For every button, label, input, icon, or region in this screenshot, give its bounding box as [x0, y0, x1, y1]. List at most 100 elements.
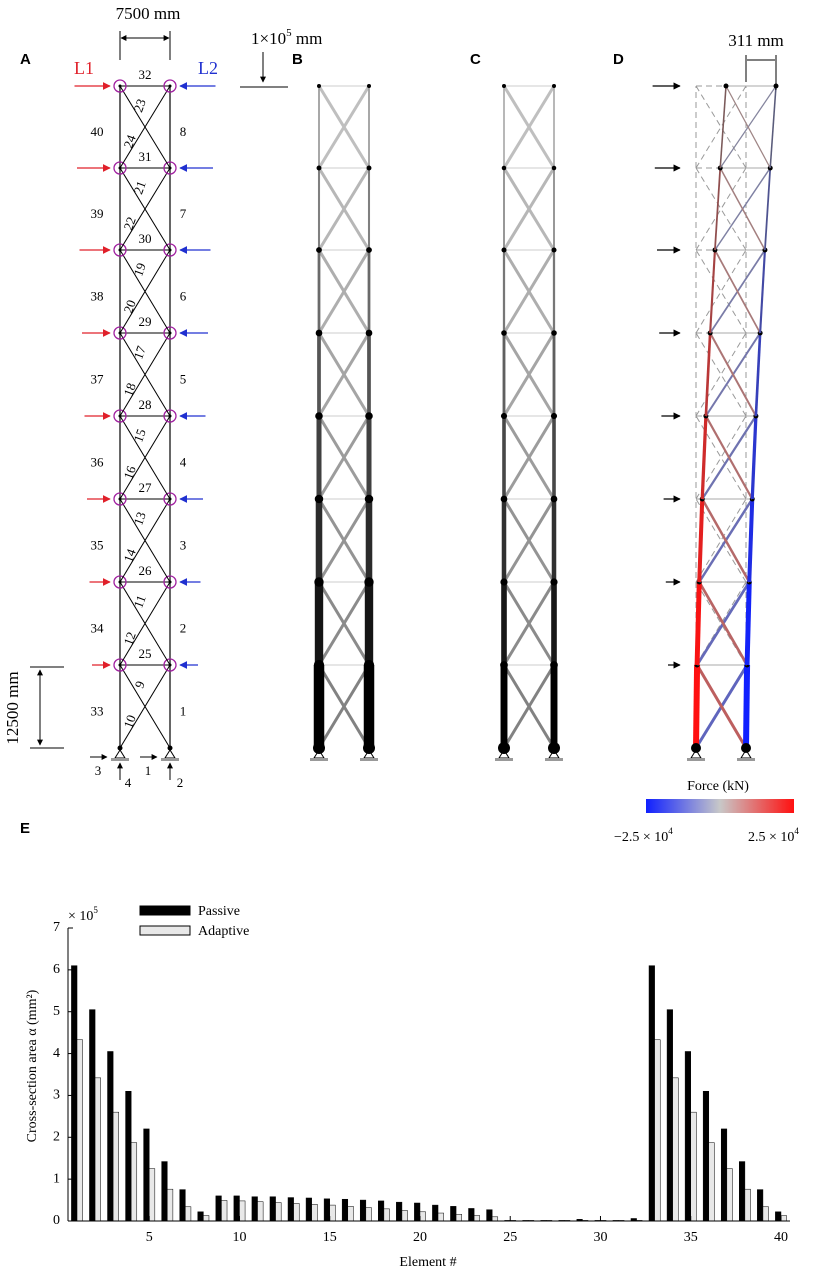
- member-number-diagonal: 23: [130, 97, 149, 114]
- chord-member: [697, 498, 705, 583]
- node-point: [118, 84, 122, 88]
- bar-adaptive-element-23: [473, 1215, 480, 1222]
- support-triangle: [164, 749, 176, 759]
- member-number-diagonal: 16: [120, 463, 139, 481]
- member-number-diagonal: 12: [120, 630, 139, 647]
- node-marker: [163, 243, 177, 257]
- bar-passive-element-13: [287, 1197, 294, 1222]
- member-number-horizontal: 30: [139, 231, 152, 246]
- diagonal-member: [502, 85, 556, 169]
- chord-member: [694, 581, 702, 666]
- member-number-diagonal: 20: [120, 298, 139, 315]
- undeformed-member: [695, 332, 747, 417]
- bar-adaptive-element-37: [726, 1168, 733, 1222]
- node-point: [364, 577, 374, 587]
- member-number-right: 4: [180, 454, 187, 469]
- node-point: [366, 165, 372, 171]
- bar-passive-element-38: [739, 1161, 746, 1222]
- node-point: [500, 412, 508, 420]
- member-number-right: 3: [180, 537, 187, 552]
- bar-adaptive-element-36: [708, 1142, 715, 1222]
- node-point: [501, 247, 507, 253]
- support-node: [691, 743, 701, 753]
- member-number-left: 36: [91, 454, 105, 469]
- member-number-diagonal: 11: [130, 593, 148, 610]
- node-point: [315, 329, 323, 337]
- diagonal-member: [725, 85, 771, 169]
- x-tick-label: 15: [323, 1230, 337, 1245]
- node-point: [500, 661, 508, 669]
- bar-passive-element-4: [125, 1090, 132, 1222]
- chord-member: [769, 85, 777, 169]
- member-number-diagonal: 15: [130, 427, 149, 444]
- bar-passive-element-16: [341, 1198, 349, 1222]
- support-base: [737, 758, 755, 761]
- node-point: [317, 84, 321, 88]
- truss-diagram-b: [310, 84, 378, 761]
- node-point: [313, 659, 325, 671]
- support-number: 4: [125, 775, 132, 790]
- undeformed-member: [695, 498, 747, 583]
- width-label: 7500 mm: [116, 4, 181, 23]
- node-point: [548, 742, 560, 754]
- support-node: [167, 745, 173, 751]
- x-tick-label: 10: [232, 1230, 246, 1245]
- legend-swatch-passive: [139, 905, 191, 916]
- member-number-diagonal: 22: [120, 215, 139, 232]
- bar-passive-element-39: [757, 1189, 764, 1222]
- colorbar-max-label: 2.5 × 104: [748, 826, 799, 845]
- chord-member: [693, 664, 701, 749]
- bar-passive-element-11: [251, 1196, 258, 1222]
- bar-adaptive-element-13: [293, 1203, 300, 1222]
- diagonal-member: [317, 85, 371, 169]
- y-tick-label: 3: [53, 1088, 60, 1103]
- diagonal-member: [119, 167, 171, 251]
- diagonal-member: [502, 581, 556, 666]
- member-number-diagonal: 13: [130, 510, 149, 527]
- undeformed-member: [695, 167, 747, 251]
- bar-passive-element-15: [323, 1198, 330, 1222]
- member-number-left: 40: [91, 124, 104, 139]
- node-marker: [113, 326, 127, 340]
- member-number-left: 35: [91, 537, 104, 552]
- member-number-left: 37: [91, 371, 105, 386]
- diagonal-member: [502, 332, 556, 417]
- bar-adaptive-element-40: [780, 1215, 787, 1222]
- support-node: [117, 745, 123, 751]
- bar-passive-element-22: [450, 1206, 457, 1222]
- member-number-diagonal: 24: [120, 132, 139, 150]
- diagonal-member: [502, 664, 556, 749]
- node-point: [314, 577, 324, 587]
- node-point: [363, 659, 375, 671]
- support-node: [741, 743, 751, 753]
- node-marker: [113, 575, 127, 589]
- member-number-left: 34: [91, 620, 105, 635]
- diagonal-member: [317, 249, 371, 334]
- bar-passive-element-17: [359, 1199, 367, 1222]
- colorbar-title: Force (kN): [687, 779, 749, 794]
- node-marker: [163, 79, 177, 93]
- support-base: [687, 758, 705, 761]
- bar-passive-element-40: [775, 1211, 782, 1222]
- x-tick-label: 5: [146, 1230, 153, 1245]
- bar-adaptive-element-14: [311, 1204, 318, 1222]
- member-number-diagonal: 9: [131, 679, 147, 690]
- node-point: [498, 742, 510, 754]
- chord-member: [750, 415, 758, 500]
- support-triangle: [114, 749, 126, 759]
- bar-passive-element-5: [143, 1128, 150, 1222]
- node-marker: [113, 658, 127, 672]
- chord-member: [719, 85, 727, 169]
- bar-passive-element-24: [486, 1209, 493, 1222]
- node-point: [364, 494, 374, 504]
- diagonal-member: [317, 498, 371, 583]
- member-number-diagonal: 10: [120, 713, 139, 730]
- support-base: [495, 758, 513, 761]
- node-point: [550, 661, 558, 669]
- bar-adaptive-element-33: [654, 1039, 661, 1222]
- y-tick-label: 0: [53, 1213, 60, 1228]
- diagonal-member: [119, 415, 171, 500]
- bar-passive-element-7: [179, 1189, 186, 1222]
- undeformed-member: [695, 167, 747, 251]
- member-number-horizontal: 28: [139, 397, 152, 412]
